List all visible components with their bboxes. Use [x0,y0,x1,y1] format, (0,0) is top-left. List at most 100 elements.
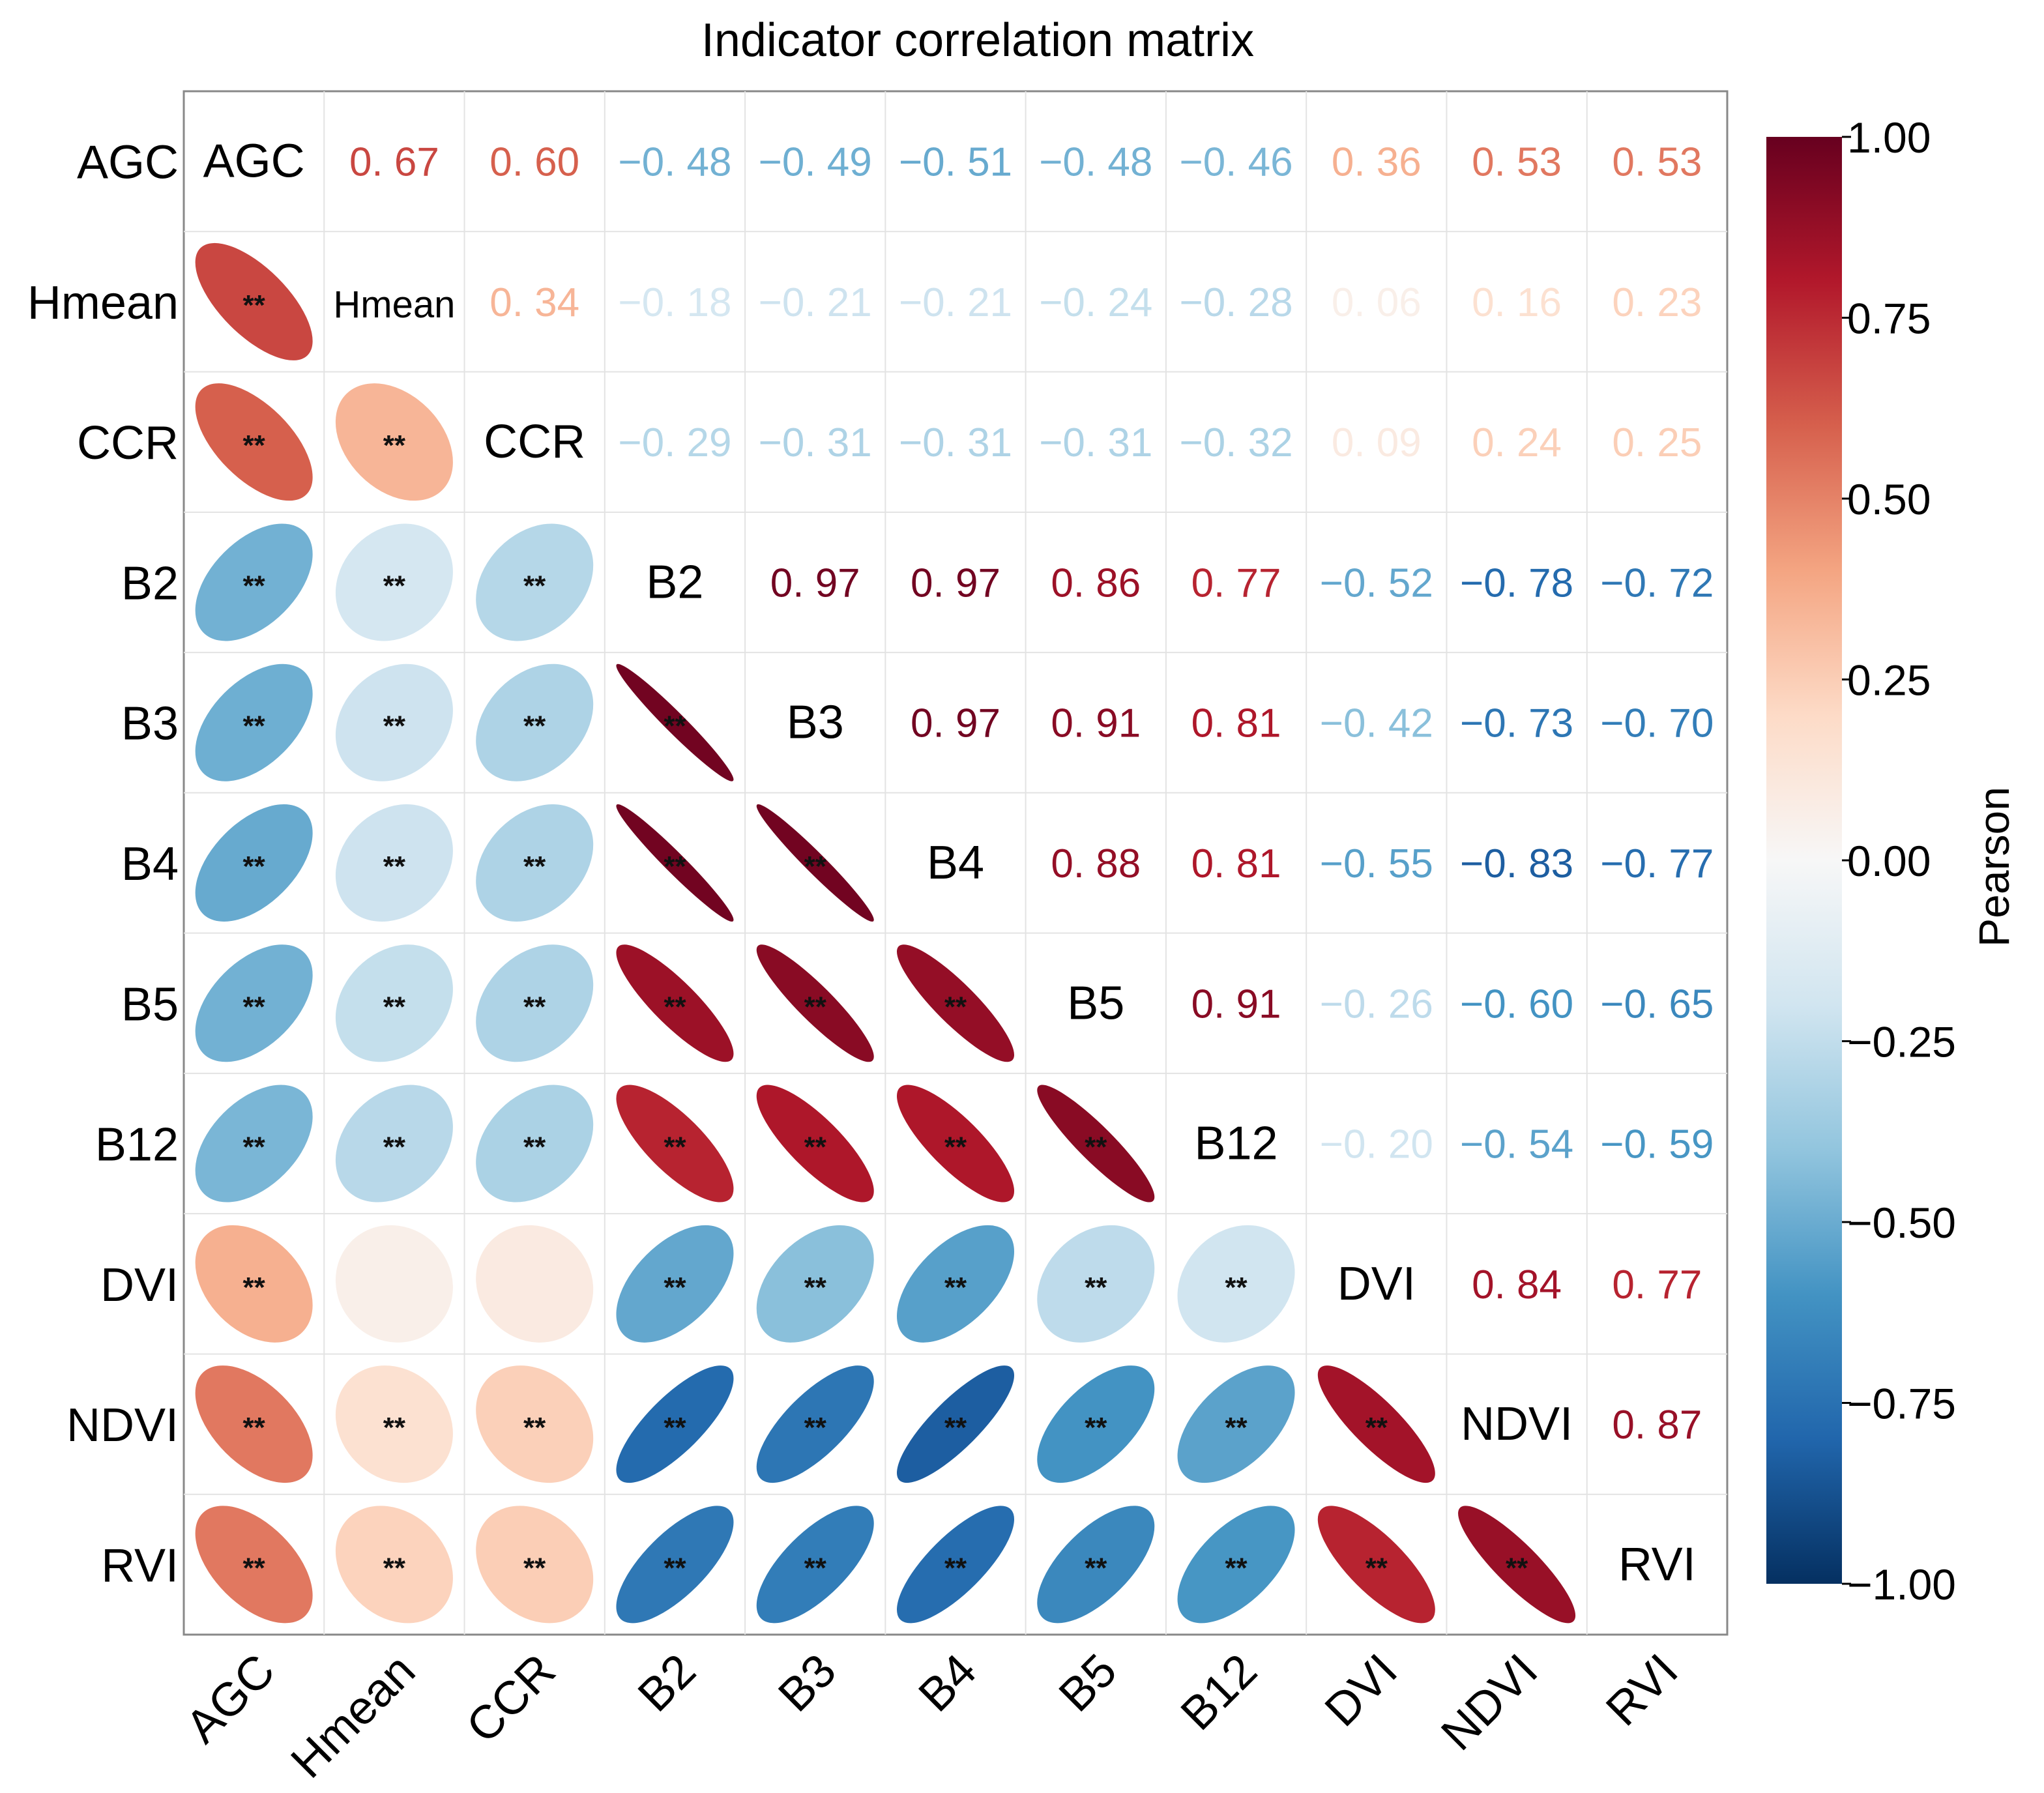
colorbar-label: Pearson [1970,787,2018,947]
correlation-value: 0. 81 [1191,701,1281,746]
correlation-ellipse [1177,1365,1295,1483]
correlation-ellipse [616,804,734,922]
significance-mark: ** [243,289,266,321]
correlation-ellipse [1458,1506,1576,1624]
diagonal-label: DVI [1337,1258,1416,1310]
correlation-ellipse [476,663,594,781]
correlation-ellipse [756,1225,874,1343]
correlation-value: −0. 31 [899,420,1012,465]
significance-mark: ** [1506,1552,1528,1584]
correlation-value: −0. 31 [759,420,872,465]
significance-mark: ** [243,1552,266,1584]
correlation-ellipse [756,804,874,922]
correlation-value: 0. 77 [1612,1262,1702,1307]
correlation-ellipse [476,804,594,922]
significance-mark: ** [804,851,827,882]
diagonal-label: AGC [203,136,305,188]
correlation-ellipse [195,1085,313,1203]
correlation-ellipse [897,1225,1015,1343]
column-label: NDVI [1431,1644,1547,1760]
significance-mark: ** [1365,1412,1388,1444]
correlation-ellipse [476,1506,594,1624]
significance-mark: ** [243,570,266,602]
correlation-value: 0. 36 [1332,140,1422,185]
correlation-value: −0. 70 [1600,701,1714,746]
colorbar: 1.00 0.75 0.50 0.25 0.00 −0.25 −0.50 −0.75 −1.00 [1766,113,1956,1609]
significance-mark: ** [383,991,406,1023]
colorbar-tick-label: −0.25 [1847,1018,1956,1066]
correlation-ellipse [1037,1506,1155,1624]
significance-mark: ** [383,1131,406,1163]
correlation-ellipse [335,804,453,922]
significance-mark: ** [1225,1272,1248,1304]
correlation-value: 0. 91 [1051,701,1141,746]
significance-mark: ** [804,1131,827,1163]
significance-mark: ** [804,1412,827,1444]
correlation-value: −0. 46 [1179,140,1292,185]
significance-mark: ** [383,430,406,461]
row-label: Hmean [27,277,179,329]
correlation-ellipse [616,1085,734,1203]
correlation-ellipse [195,804,313,922]
diagonal-label: CCR [484,416,585,468]
significance-mark: ** [383,1552,406,1584]
column-label: B5 [1049,1644,1127,1722]
column-label: DVI [1315,1644,1407,1736]
correlation-value: 0. 34 [489,280,579,325]
correlation-ellipse [616,1225,734,1343]
correlation-value: 0. 53 [1472,140,1562,185]
correlation-value: −0. 18 [618,280,731,325]
correlation-value: −0. 29 [618,420,731,465]
significance-mark: ** [664,1412,686,1444]
diagonal-label: B5 [1067,977,1124,1029]
colorbar-tick-label: 0.75 [1847,295,1931,343]
correlation-value: 0. 88 [1051,841,1141,886]
correlation-value: −0. 42 [1320,701,1433,746]
column-label: B4 [909,1644,986,1722]
correlation-ellipse [195,1506,313,1624]
correlation-ellipse [335,1365,453,1483]
correlation-value: −0. 60 [1460,982,1573,1027]
correlation-value: −0. 21 [899,280,1012,325]
colorbar-tick-label: 0.25 [1847,656,1931,705]
correlation-value: 0. 86 [1051,561,1141,605]
correlation-ellipse [335,1085,453,1203]
correlation-ellipse [195,383,313,501]
correlation-ellipse [195,523,313,641]
row-label: CCR [77,417,179,469]
correlation-value: −0. 65 [1600,982,1714,1027]
significance-mark: ** [383,710,406,742]
correlation-ellipse [195,1365,313,1483]
correlation-value: 0. 81 [1191,841,1281,886]
significance-mark: ** [243,991,266,1023]
correlation-ellipse [335,663,453,781]
correlation-ellipse [195,663,313,781]
correlation-value: −0. 52 [1320,561,1433,605]
row-label: B3 [121,698,179,750]
significance-mark: ** [664,1272,686,1304]
significance-mark: ** [383,570,406,602]
correlation-value: 0. 23 [1612,280,1702,325]
correlation-value: 0. 84 [1472,1262,1562,1307]
significance-mark: ** [523,1552,546,1584]
correlation-value: 0. 53 [1612,140,1702,185]
colorbar-tick-label: −1.00 [1847,1560,1956,1609]
correlation-value: −0. 51 [899,140,1012,185]
correlation-ellipse [476,944,594,1062]
correlation-ellipse [1177,1225,1295,1343]
correlation-value: 0. 60 [489,140,579,185]
correlation-value: −0. 48 [618,140,731,185]
correlation-value: 0. 97 [911,561,1000,605]
column-label: B12 [1171,1644,1267,1740]
significance-mark: ** [944,1131,967,1163]
row-label: RVI [101,1539,179,1592]
correlation-ellipse [616,1365,734,1483]
correlation-value: −0. 24 [1039,280,1152,325]
colorbar-tick-label: 1.00 [1847,113,1931,162]
colorbar-tick-label: −0.50 [1847,1199,1956,1247]
column-label: B2 [628,1644,706,1722]
diagonal-label: B3 [787,697,844,749]
significance-mark: ** [243,1272,266,1304]
correlation-ellipse [896,1085,1014,1203]
significance-mark: ** [523,851,546,882]
